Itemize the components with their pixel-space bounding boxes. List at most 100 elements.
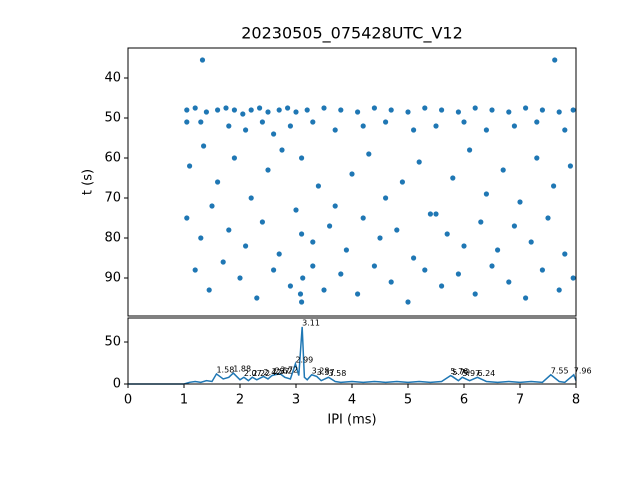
- point: [300, 275, 306, 281]
- peak-label: 2.72: [280, 365, 298, 374]
- point: [299, 299, 305, 305]
- point: [231, 155, 237, 161]
- x-tick-label: 5: [404, 393, 412, 408]
- point: [416, 159, 422, 165]
- point: [439, 283, 445, 289]
- point: [394, 227, 400, 233]
- point: [279, 147, 285, 153]
- point: [271, 267, 277, 273]
- point: [539, 107, 546, 113]
- point: [310, 119, 316, 125]
- point: [243, 243, 249, 249]
- point: [489, 263, 495, 269]
- point: [500, 167, 506, 173]
- point: [383, 119, 389, 125]
- point: [360, 215, 366, 221]
- point: [209, 203, 215, 209]
- point: [198, 235, 204, 241]
- point: [511, 123, 517, 129]
- point: [199, 57, 206, 63]
- peak-label: 2.07: [244, 369, 262, 378]
- y-tick-label: 70: [104, 191, 121, 206]
- point: [455, 109, 461, 115]
- y-tick-label: 0: [113, 377, 121, 392]
- point: [184, 107, 190, 113]
- point: [332, 127, 338, 133]
- point: [399, 179, 405, 185]
- x-tick-label: 7: [516, 393, 524, 408]
- point: [215, 179, 221, 185]
- point: [215, 107, 221, 113]
- point: [528, 239, 534, 245]
- point: [184, 215, 190, 221]
- point: [523, 295, 529, 301]
- peak-label: 6.24: [477, 369, 495, 378]
- point: [198, 119, 204, 125]
- point: [366, 151, 372, 157]
- point: [299, 231, 305, 237]
- point: [343, 247, 349, 253]
- point: [478, 219, 484, 225]
- y-tick-label: 90: [104, 271, 121, 286]
- peak-label: 3.37: [317, 368, 335, 377]
- point: [265, 167, 271, 173]
- point: [556, 287, 562, 293]
- point: [297, 291, 304, 297]
- point: [433, 211, 439, 217]
- point: [570, 107, 576, 113]
- point: [562, 127, 568, 133]
- peak-label: 3.28: [312, 366, 330, 375]
- point: [405, 109, 411, 115]
- point: [355, 109, 361, 115]
- point: [377, 235, 383, 241]
- point: [276, 251, 282, 257]
- point: [472, 105, 478, 111]
- y-tick-label: 60: [104, 151, 121, 166]
- peak-label: 1.58: [216, 365, 234, 374]
- point: [254, 295, 260, 301]
- point: [411, 127, 417, 133]
- peak-label: 5.79: [452, 368, 470, 377]
- peak-label: 5.97: [462, 369, 480, 378]
- point: [433, 123, 439, 129]
- point: [427, 211, 433, 217]
- point: [439, 107, 445, 113]
- point: [310, 239, 316, 245]
- point: [349, 171, 355, 177]
- point: [483, 191, 489, 197]
- y-tick-label: 80: [104, 231, 121, 246]
- y-axis-label: t (s): [81, 169, 96, 195]
- point: [461, 243, 467, 249]
- x-tick-label: 2: [236, 393, 244, 408]
- point: [506, 109, 512, 115]
- x-tick-label: 6: [460, 393, 468, 408]
- point: [201, 143, 207, 149]
- point: [534, 155, 540, 161]
- point: [562, 251, 568, 257]
- point: [192, 267, 198, 273]
- point: [388, 279, 394, 285]
- point: [556, 109, 562, 115]
- point: [203, 109, 209, 115]
- point: [506, 279, 512, 285]
- point: [523, 105, 529, 111]
- point: [276, 107, 282, 113]
- point: [231, 107, 237, 113]
- chart-title: 20230505_075428UTC_V12: [241, 24, 463, 44]
- point: [570, 275, 576, 281]
- point: [495, 247, 501, 253]
- point: [187, 163, 193, 169]
- point: [257, 105, 263, 111]
- point: [422, 105, 428, 111]
- point: [338, 271, 344, 277]
- point: [539, 267, 546, 273]
- point: [467, 147, 473, 153]
- point: [248, 195, 254, 201]
- point: [444, 231, 450, 237]
- point: [332, 203, 338, 209]
- axes-frame: [127, 47, 577, 317]
- point: [321, 105, 327, 111]
- point: [371, 263, 377, 269]
- x-axis-label: IPI (ms): [327, 413, 376, 428]
